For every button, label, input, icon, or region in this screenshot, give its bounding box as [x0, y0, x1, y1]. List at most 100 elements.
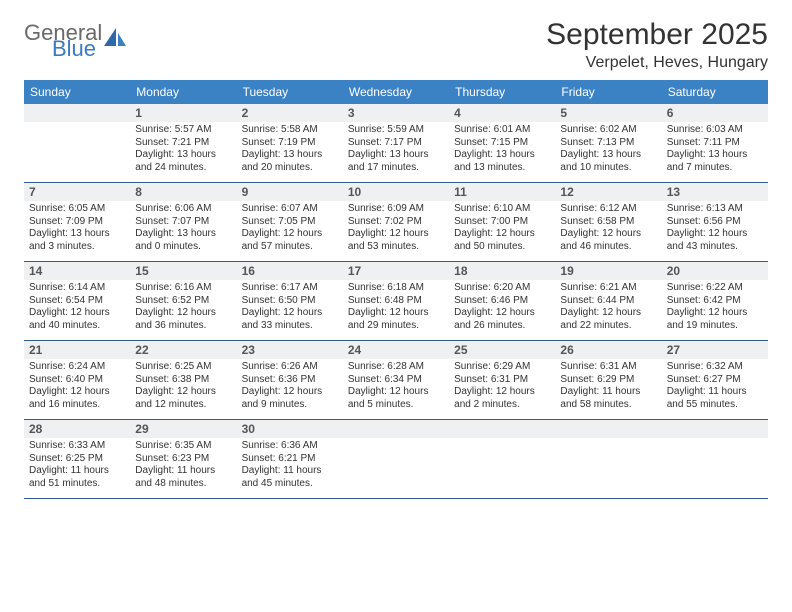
- day-cell: 21Sunrise: 6:24 AMSunset: 6:40 PMDayligh…: [24, 341, 130, 419]
- day-num-band: 9: [237, 183, 343, 201]
- day-num-band: 7: [24, 183, 130, 201]
- day-line: and 10 minutes.: [560, 162, 656, 175]
- day-num-band: 16: [237, 262, 343, 280]
- day-line: Sunset: 6:36 PM: [242, 374, 338, 387]
- title-block: September 2025 Verpelet, Heves, Hungary: [546, 18, 768, 72]
- day-line: Daylight: 11 hours: [135, 465, 231, 478]
- day-number: [348, 422, 444, 436]
- day-line: and 51 minutes.: [29, 478, 125, 491]
- day-line: Daylight: 12 hours: [348, 307, 444, 320]
- day-line: Daylight: 13 hours: [135, 149, 231, 162]
- day-number: 12: [560, 185, 656, 199]
- day-cell: 3Sunrise: 5:59 AMSunset: 7:17 PMDaylight…: [343, 104, 449, 182]
- day-line: Sunrise: 5:58 AM: [242, 124, 338, 137]
- day-line: and 53 minutes.: [348, 241, 444, 254]
- day-cell: 20Sunrise: 6:22 AMSunset: 6:42 PMDayligh…: [662, 262, 768, 340]
- day-line: and 36 minutes.: [135, 320, 231, 333]
- day-cell: 23Sunrise: 6:26 AMSunset: 6:36 PMDayligh…: [237, 341, 343, 419]
- day-line: Sunrise: 6:18 AM: [348, 282, 444, 295]
- day-number: 29: [135, 422, 231, 436]
- day-num-band: 6: [662, 104, 768, 122]
- day-line: Sunset: 6:44 PM: [560, 295, 656, 308]
- day-line: Sunrise: 6:25 AM: [135, 361, 231, 374]
- day-line: Daylight: 12 hours: [242, 307, 338, 320]
- day-cell: [449, 420, 555, 498]
- day-cell: 1Sunrise: 5:57 AMSunset: 7:21 PMDaylight…: [130, 104, 236, 182]
- day-line: Sunset: 6:29 PM: [560, 374, 656, 387]
- day-line: and 43 minutes.: [667, 241, 763, 254]
- day-line: Sunrise: 6:28 AM: [348, 361, 444, 374]
- day-line: Sunset: 6:46 PM: [454, 295, 550, 308]
- day-line: and 13 minutes.: [454, 162, 550, 175]
- day-line: Sunrise: 6:03 AM: [667, 124, 763, 137]
- day-line: Sunset: 7:19 PM: [242, 137, 338, 150]
- day-line: and 17 minutes.: [348, 162, 444, 175]
- day-num-band: 22: [130, 341, 236, 359]
- day-line: Daylight: 12 hours: [29, 307, 125, 320]
- day-number: 6: [667, 106, 763, 120]
- day-line: Daylight: 13 hours: [348, 149, 444, 162]
- day-number: 14: [29, 264, 125, 278]
- day-number: 19: [560, 264, 656, 278]
- week-row: 7Sunrise: 6:05 AMSunset: 7:09 PMDaylight…: [24, 183, 768, 262]
- day-line: Sunset: 7:17 PM: [348, 137, 444, 150]
- day-line: Daylight: 11 hours: [242, 465, 338, 478]
- day-number: 5: [560, 106, 656, 120]
- day-line: Sunrise: 6:21 AM: [560, 282, 656, 295]
- day-number: 23: [242, 343, 338, 357]
- day-num-band: 15: [130, 262, 236, 280]
- day-line: Sunrise: 6:36 AM: [242, 440, 338, 453]
- day-cell: 18Sunrise: 6:20 AMSunset: 6:46 PMDayligh…: [449, 262, 555, 340]
- day-line: Sunrise: 6:17 AM: [242, 282, 338, 295]
- day-line: and 24 minutes.: [135, 162, 231, 175]
- day-line: Daylight: 12 hours: [560, 228, 656, 241]
- day-line: Sunset: 6:31 PM: [454, 374, 550, 387]
- day-line: Daylight: 12 hours: [242, 228, 338, 241]
- day-line: and 5 minutes.: [348, 399, 444, 412]
- day-line: and 20 minutes.: [242, 162, 338, 175]
- day-number: 10: [348, 185, 444, 199]
- day-num-band: 24: [343, 341, 449, 359]
- day-number: 30: [242, 422, 338, 436]
- day-line: Daylight: 12 hours: [29, 386, 125, 399]
- day-number: 13: [667, 185, 763, 199]
- day-line: Sunset: 6:21 PM: [242, 453, 338, 466]
- month-title: September 2025: [546, 18, 768, 52]
- day-num-band: 3: [343, 104, 449, 122]
- day-cell: 14Sunrise: 6:14 AMSunset: 6:54 PMDayligh…: [24, 262, 130, 340]
- day-num-band: 10: [343, 183, 449, 201]
- day-number: 9: [242, 185, 338, 199]
- day-num-band: 27: [662, 341, 768, 359]
- day-line: Sunrise: 6:24 AM: [29, 361, 125, 374]
- day-num-band: 21: [24, 341, 130, 359]
- day-line: Sunrise: 6:09 AM: [348, 203, 444, 216]
- day-line: Daylight: 11 hours: [29, 465, 125, 478]
- day-cell: 16Sunrise: 6:17 AMSunset: 6:50 PMDayligh…: [237, 262, 343, 340]
- day-line: Daylight: 12 hours: [454, 386, 550, 399]
- day-number: 16: [242, 264, 338, 278]
- day-line: and 7 minutes.: [667, 162, 763, 175]
- day-num-band: 12: [555, 183, 661, 201]
- day-line: and 29 minutes.: [348, 320, 444, 333]
- day-num-band: 14: [24, 262, 130, 280]
- day-line: and 45 minutes.: [242, 478, 338, 491]
- day-line: Daylight: 13 hours: [242, 149, 338, 162]
- day-number: [560, 422, 656, 436]
- day-number: 1: [135, 106, 231, 120]
- day-number: 7: [29, 185, 125, 199]
- day-line: Daylight: 12 hours: [135, 386, 231, 399]
- day-line: Sunrise: 6:31 AM: [560, 361, 656, 374]
- brand-blue: Blue: [52, 38, 102, 60]
- day-number: 27: [667, 343, 763, 357]
- week-row: 21Sunrise: 6:24 AMSunset: 6:40 PMDayligh…: [24, 341, 768, 420]
- day-num-band: 4: [449, 104, 555, 122]
- day-number: [667, 422, 763, 436]
- day-number: 20: [667, 264, 763, 278]
- day-line: Daylight: 12 hours: [348, 228, 444, 241]
- day-line: Sunrise: 6:12 AM: [560, 203, 656, 216]
- day-line: Sunrise: 6:33 AM: [29, 440, 125, 453]
- day-line: Daylight: 12 hours: [135, 307, 231, 320]
- location: Verpelet, Heves, Hungary: [546, 54, 768, 72]
- day-num-band: 30: [237, 420, 343, 438]
- day-line: Daylight: 12 hours: [242, 386, 338, 399]
